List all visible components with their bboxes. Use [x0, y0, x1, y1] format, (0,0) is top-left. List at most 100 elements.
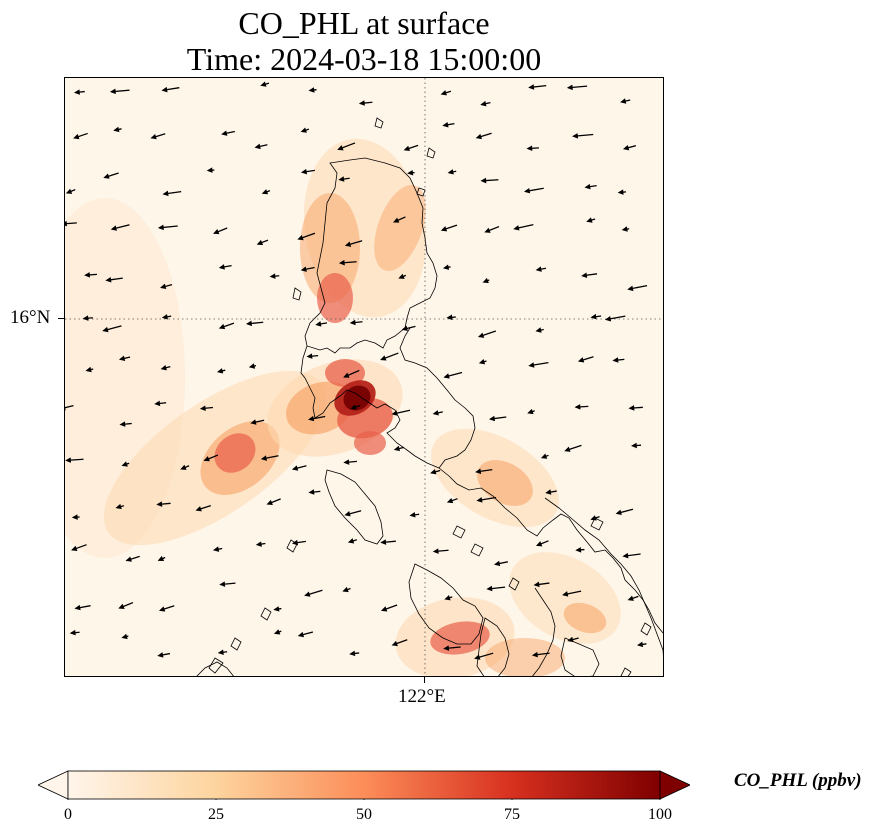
wind-arrow-head: [157, 224, 164, 231]
wind-arrow-head: [432, 548, 439, 554]
wind-arrow-head: [180, 464, 187, 470]
wind-arrow-head: [206, 167, 213, 173]
wind-arrow-head: [442, 121, 449, 128]
co-plume-patch: [65, 198, 185, 558]
wind-arrow-head: [533, 581, 540, 588]
wind-arrow-head: [219, 581, 226, 587]
wind-arrow-head: [347, 538, 355, 544]
wind-vectors: [65, 81, 648, 660]
wind-arrow-head: [401, 325, 408, 332]
co-plume-patch: [563, 602, 607, 634]
wind-arrow-head: [444, 595, 451, 601]
island-small-8: [208, 657, 224, 674]
coastlines: [196, 117, 663, 676]
wind-arrow-head: [84, 272, 91, 278]
wind-arrow-head: [407, 169, 414, 176]
wind-arrow-head: [161, 314, 168, 320]
island-small-7: [230, 637, 242, 651]
wind-arrow: [65, 222, 77, 225]
wind-arrow-head: [115, 503, 122, 510]
wind-arrow-head: [121, 633, 128, 640]
wind-arrow-head: [221, 130, 228, 136]
wind-arrow-head: [65, 457, 72, 463]
wind-arrow-head: [160, 283, 167, 290]
wind-arrow-head: [103, 173, 110, 179]
wind-arrow-head: [528, 84, 535, 90]
wind-arrow-head: [409, 512, 416, 518]
wind-arrow-head: [590, 515, 597, 521]
samar-leyte-coastline: [544, 497, 663, 656]
wind-arrow-head: [545, 489, 552, 495]
wind-arrow-head: [85, 366, 92, 373]
wind-arrow-head: [217, 649, 224, 655]
wind-arrow-head: [403, 145, 410, 152]
wind-arrow-head: [261, 189, 269, 195]
wind-arrow-head: [380, 606, 388, 612]
wind-arrow-head: [338, 259, 345, 266]
wind-arrow-head: [567, 636, 574, 643]
island-small-6: [260, 607, 272, 621]
wind-arrow-head: [391, 640, 398, 647]
wind-arrow-head: [631, 442, 637, 449]
lon-tick-label: 122°E: [398, 686, 446, 707]
wind-arrow-head: [486, 585, 493, 592]
island-small-1: [374, 117, 384, 129]
panay-coastline: [408, 563, 484, 645]
wind-arrow-head: [297, 234, 304, 241]
luzon-coastline: [304, 157, 438, 354]
wind-arrow-head: [380, 355, 387, 361]
wind-arrow-head: [150, 133, 157, 140]
wind-arrow-head: [476, 497, 483, 503]
wind-arrow-head: [65, 188, 73, 194]
wind-arrow-head: [443, 645, 450, 651]
wind-arrow-head: [531, 651, 538, 658]
wind-arrow-head: [246, 320, 253, 327]
wind-arrow-head: [440, 226, 448, 232]
wind-arrow-head: [494, 560, 501, 567]
wind-arrow-head: [71, 545, 78, 551]
co-plume-patch: [430, 621, 490, 655]
wind-arrow-head: [350, 404, 357, 410]
wind-arrow-head: [71, 514, 78, 520]
wind-arrow-head: [581, 272, 588, 278]
wind-arrow-head: [627, 595, 634, 601]
wind-arrow-head: [69, 629, 76, 636]
wind-arrow-head: [74, 604, 81, 611]
map-title-line1: CO_PHL at surface: [238, 5, 490, 41]
wind-arrow-head: [488, 415, 496, 422]
wind-arrow-head: [622, 144, 630, 151]
wind-arrow-head: [342, 586, 349, 593]
wind-arrow-head: [304, 591, 311, 597]
wind-arrow-head: [118, 355, 126, 362]
wind-arrow-head: [540, 453, 548, 459]
wind-arrow-head: [203, 456, 210, 462]
co-plume-patch: [300, 193, 360, 303]
wind-arrow-head: [621, 226, 628, 232]
wind-arrow-head: [615, 509, 622, 516]
wind-arrow-head: [628, 405, 635, 411]
wind-arrow-head: [622, 552, 629, 559]
wind-arrow-head: [440, 90, 447, 96]
wind-arrow-head: [256, 239, 264, 246]
lon-tick-mark: [424, 677, 425, 683]
wind-arrow-head: [300, 127, 307, 133]
wind-arrow-head: [430, 469, 437, 475]
wind-arrow-head: [109, 88, 116, 95]
wind-arrow-head: [157, 555, 165, 561]
wind-arrow-head: [344, 511, 351, 517]
island-small-9: [590, 517, 604, 531]
wind-arrow-head: [269, 273, 276, 279]
palawan-tip: [196, 661, 234, 676]
wind-arrow-head: [300, 266, 307, 272]
wind-arrow-head: [216, 368, 224, 374]
island-small-13: [640, 622, 652, 636]
map-panel[interactable]: [64, 77, 664, 677]
wind-arrow-head: [73, 89, 80, 95]
co-plume-patch: [374, 185, 426, 271]
wind-arrow-head: [392, 217, 400, 223]
colorbar-extend-min: [38, 770, 69, 800]
co-plume-patch: [354, 431, 386, 455]
wind-arrow-head: [119, 421, 126, 427]
wind-arrow-head: [213, 229, 220, 235]
wind-arrow-head: [393, 445, 401, 452]
